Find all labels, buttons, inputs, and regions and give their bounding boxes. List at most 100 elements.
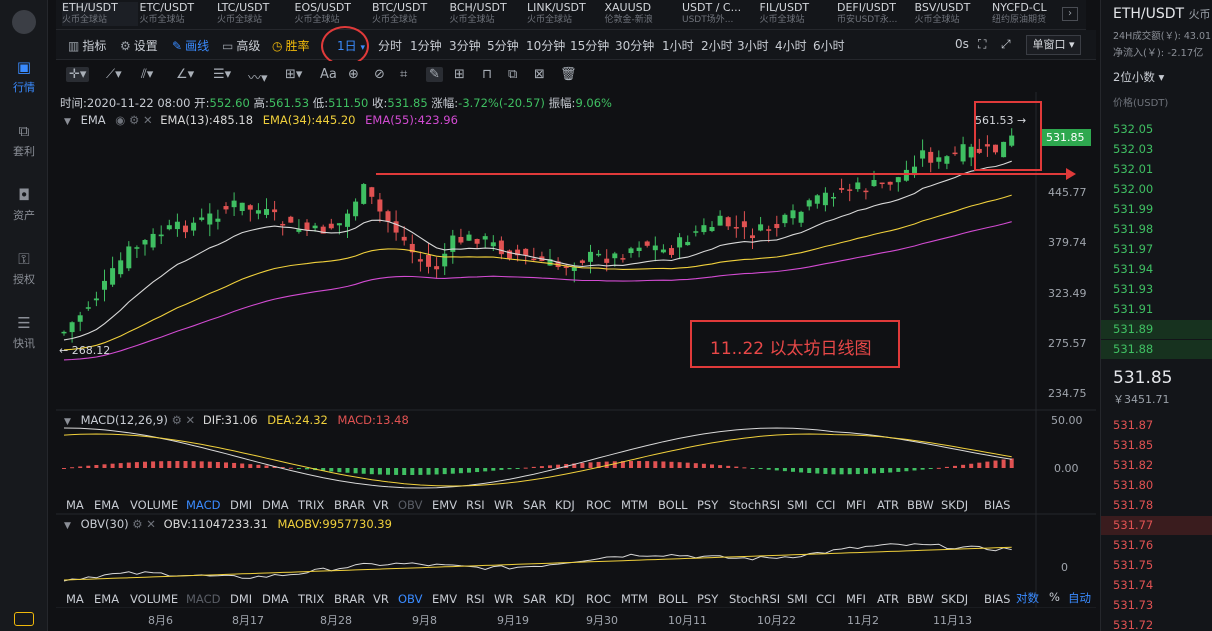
wave-icon[interactable]: 〰▾	[248, 71, 268, 86]
indicator-button[interactable]: ▥ 指标	[68, 39, 107, 53]
period-option[interactable]: 分时	[378, 39, 403, 53]
indicator-tab[interactable]: BRAR	[334, 498, 366, 512]
nav-news[interactable]: ☰ 快讯	[13, 314, 35, 350]
collapse-icon[interactable]: ▼	[64, 117, 71, 127]
indicator-tab[interactable]: ROC	[586, 592, 612, 606]
period-option[interactable]: 3分钟	[449, 39, 481, 53]
ticker-tab[interactable]: DEFI/USDT 币安USDT永...	[837, 2, 913, 26]
nav-authorize[interactable]: ⚿ 授权	[13, 250, 35, 286]
indicator-tab[interactable]: BRAR	[334, 592, 366, 606]
visibility-icon[interactable]: ⊞	[454, 67, 465, 82]
ticker-tab[interactable]: USDT / C... USDT场外...	[682, 2, 758, 26]
eye-icon[interactable]: ◉	[115, 113, 126, 127]
ticker-tab[interactable]: XAUUSD 伦敦金-新浪	[605, 2, 681, 26]
indicator-tab[interactable]: CCI	[816, 498, 836, 512]
angle-icon[interactable]: ∠▾	[176, 67, 195, 82]
ticker-next-button[interactable]: ›	[1062, 7, 1078, 21]
ask-price[interactable]: 531.97	[1113, 242, 1154, 256]
indicator-tab[interactable]: MFI	[846, 498, 866, 512]
indicator-tab[interactable]: BBW	[907, 498, 934, 512]
indicator-tab[interactable]: SKDJ	[941, 592, 969, 606]
horizontal-lines-icon[interactable]: ☰▾	[213, 67, 232, 82]
collapse-icon[interactable]: ▼	[64, 521, 71, 531]
ask-price[interactable]: 532.03	[1113, 142, 1154, 156]
decimals-select[interactable]: 2位小数 ▾	[1113, 70, 1165, 84]
period-option[interactable]: 2小时	[701, 39, 733, 53]
nav-asset[interactable]: ◘ 资产	[13, 186, 35, 222]
ask-price[interactable]: 531.94	[1113, 262, 1154, 276]
winrate-button[interactable]: ◷ 胜率	[272, 39, 310, 53]
indicator-tab[interactable]: DMI	[230, 498, 253, 512]
indicator-tab[interactable]: MFI	[846, 592, 866, 606]
indicator-tab[interactable]: MA	[66, 592, 84, 606]
ask-price[interactable]: 532.00	[1113, 182, 1154, 196]
bid-price[interactable]: 531.80	[1113, 478, 1154, 492]
gear-icon[interactable]: ⚙	[171, 413, 182, 427]
ticker-tab[interactable]: FIL/USDT 火币全球站	[760, 2, 836, 26]
period-option[interactable]: 6小时	[813, 39, 845, 53]
indicator-tab[interactable]: SAR	[523, 498, 547, 512]
parallel-lines-icon[interactable]: ⫽▾	[141, 67, 154, 82]
period-option[interactable]: 5分钟	[487, 39, 519, 53]
bid-price[interactable]: 531.87	[1113, 418, 1154, 432]
indicator-tab[interactable]: MTM	[621, 498, 648, 512]
ticker-tab[interactable]: BSV/USDT 火币全球站	[915, 2, 991, 26]
close-icon[interactable]: ✕	[185, 413, 196, 427]
ticker-tab[interactable]: BCH/USDT 火币全球站	[450, 2, 526, 26]
ask-price[interactable]: 531.88	[1113, 342, 1154, 356]
expand-icon[interactable]: ⤢	[1001, 37, 1011, 51]
text-tool[interactable]: Aa	[320, 67, 337, 82]
indicator-tab[interactable]: VOLUME	[130, 592, 179, 606]
collapse-icon[interactable]: ▼	[64, 417, 71, 427]
indicator-tab[interactable]: StochRSI	[729, 592, 781, 606]
bid-price[interactable]: 531.72	[1113, 618, 1154, 631]
draw-mode-icon[interactable]: ✎	[426, 67, 443, 82]
magnet-icon[interactable]: ⊕	[348, 67, 359, 82]
nav-arbitrage[interactable]: ⧉ 套利	[13, 122, 35, 158]
bid-price[interactable]: 531.77	[1113, 518, 1154, 532]
ticker-tab[interactable]: LTC/USDT 火币全球站	[217, 2, 293, 26]
rectangle-icon[interactable]: ⊞▾	[285, 67, 303, 82]
settings-button[interactable]: ⚙ 设置	[120, 39, 158, 53]
window-mode-select[interactable]: 单窗口 ▾	[1026, 35, 1081, 55]
period-option[interactable]: 15分钟	[570, 39, 610, 53]
indicator-tab[interactable]: BIAS	[984, 592, 1011, 606]
indicator-tab[interactable]: VR	[373, 592, 389, 606]
period-option[interactable]: 3小时	[737, 39, 769, 53]
indicator-tab[interactable]: OBV	[398, 498, 423, 512]
indicator-tab[interactable]: RSI	[466, 498, 485, 512]
bid-price[interactable]: 531.78	[1113, 498, 1154, 512]
bid-price[interactable]: 531.85	[1113, 438, 1154, 452]
period-option[interactable]: 1小时	[662, 39, 694, 53]
bid-price[interactable]: 531.74	[1113, 578, 1154, 592]
indicator-tab[interactable]: VOLUME	[130, 498, 179, 512]
close-icon[interactable]: ✕	[146, 517, 156, 531]
period-option[interactable]: 30分钟	[615, 39, 655, 53]
indicator-tab[interactable]: TRIX	[298, 498, 325, 512]
indicator-tab[interactable]: EMV	[432, 592, 458, 606]
indicator-tab[interactable]: BOLL	[658, 498, 688, 512]
indicator-tab[interactable]: StochRSI	[729, 498, 781, 512]
ticker-tab[interactable]: BTC/USDT 火币全球站	[372, 2, 448, 26]
indicator-tab[interactable]: SAR	[523, 592, 547, 606]
crosshair-icon[interactable]: ✛▾	[66, 67, 90, 82]
link-icon[interactable]: ⊘	[374, 67, 385, 82]
indicator-tab[interactable]: EMV	[432, 498, 458, 512]
period-option[interactable]: 1分钟	[410, 39, 442, 53]
bid-price[interactable]: 531.73	[1113, 598, 1154, 612]
nav-market[interactable]: ▣ 行情	[13, 58, 35, 94]
indicator-tab[interactable]: MACD	[186, 592, 221, 606]
ask-price[interactable]: 531.89	[1113, 322, 1154, 336]
indicator-tab[interactable]: DMA	[262, 592, 289, 606]
period-option[interactable]: 10分钟	[526, 39, 566, 53]
ask-price[interactable]: 531.91	[1113, 302, 1154, 316]
ruler-icon[interactable]: ⌗	[400, 67, 408, 82]
indicator-tab[interactable]: PSY	[697, 592, 719, 606]
lock-icon[interactable]: ⊓	[482, 67, 493, 82]
indicator-tab[interactable]: RSI	[466, 592, 485, 606]
ticker-tab[interactable]: ETH/USDT 火币全球站	[62, 2, 138, 26]
indicator-tab[interactable]: CCI	[816, 592, 836, 606]
trash-icon[interactable]: 🗑	[560, 67, 577, 82]
indicator-tab[interactable]: BOLL	[658, 592, 688, 606]
gear-icon[interactable]: ⚙	[129, 113, 140, 127]
